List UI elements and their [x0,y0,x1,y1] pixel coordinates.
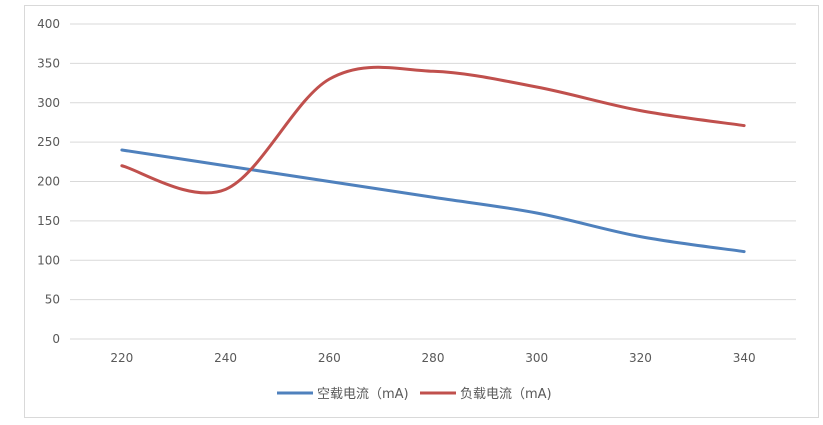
y-tick-label: 50 [45,293,60,307]
y-tick-label: 100 [37,253,60,267]
x-tick-label: 260 [318,351,341,365]
x-tick-label: 280 [422,351,445,365]
y-tick-label: 250 [37,135,60,149]
x-tick-label: 220 [110,351,133,365]
chart-frame [24,5,819,418]
series-lines [120,65,746,254]
y-tick-label: 300 [37,96,60,110]
legend-label: 负载电流（mA) [460,387,552,402]
y-tick-label: 150 [37,214,60,228]
y-axis-ticks: 0 50 100 150 200 250 300 350 400 [37,17,60,346]
x-tick-label: 320 [629,351,652,365]
series-line-2 [120,65,746,195]
x-tick-label: 340 [733,351,756,365]
y-tick-label: 0 [52,332,60,346]
legend-label: 空载电流（mA) [317,387,409,402]
y-tick-label: 200 [37,175,60,189]
series-line-1 [120,148,746,254]
x-axis-ticks: 220 240 260 280 300 320 340 [110,351,755,365]
x-tick-label: 240 [214,351,237,365]
y-tick-label: 350 [37,56,60,70]
y-tick-label: 400 [37,17,60,31]
x-tick-label: 300 [525,351,548,365]
legend: 空载电流（mA) 负载电流（mA) [277,387,552,402]
gridlines [70,23,796,340]
